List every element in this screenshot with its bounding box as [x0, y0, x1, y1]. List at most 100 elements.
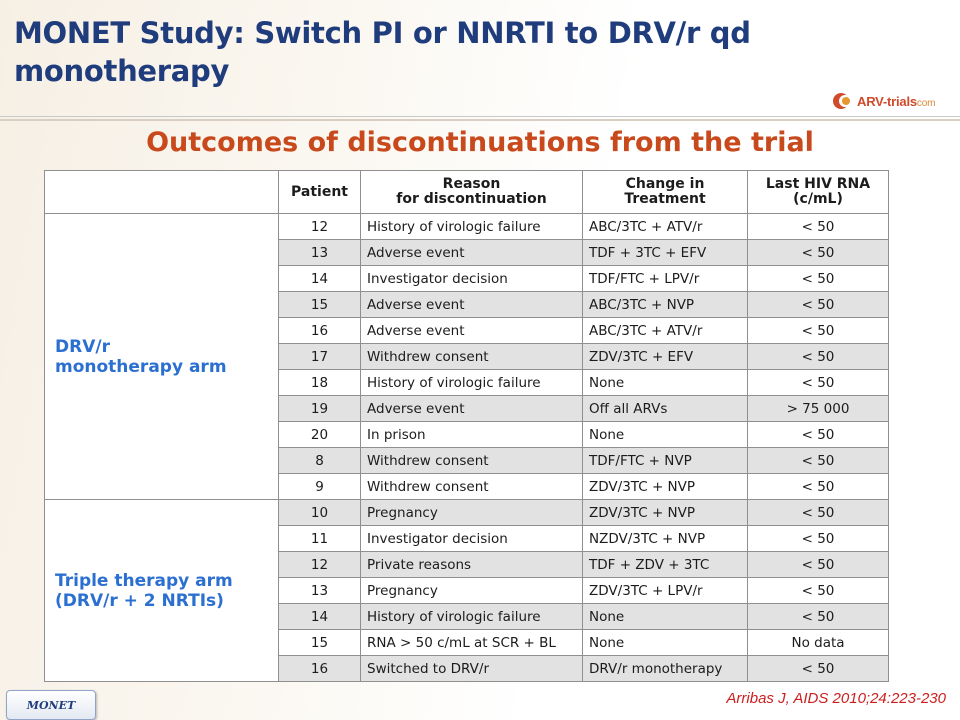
rna-cell: < 50 [747, 473, 889, 500]
change-cell: None [582, 421, 748, 448]
reason-cell: Adverse event [360, 291, 583, 318]
arv-trials-logo: ARV-trialscom [832, 90, 935, 112]
table-row: 15 RNA > 50 c/mL at SCR + BL None No data [45, 629, 889, 656]
discontinuations-table: Patient Reason for discontinuation Change… [44, 170, 889, 682]
reason-cell: History of virologic failure [360, 213, 583, 240]
rna-cell: < 50 [747, 317, 889, 344]
table-row: 13 Adverse event TDF + 3TC + EFV < 50 [45, 239, 889, 266]
header-change: Change in Treatment [582, 170, 748, 214]
table-row: 20 In prison None < 50 [45, 421, 889, 448]
title-divider [0, 116, 960, 117]
citation: Arribas J, AIDS 2010;24:223-230 [726, 690, 946, 707]
rna-cell: < 50 [747, 343, 889, 370]
change-cell: ZDV/3TC + LPV/r [582, 577, 748, 604]
patient-cell: 16 [278, 655, 361, 682]
change-cell: None [582, 629, 748, 656]
reason-cell: Pregnancy [360, 577, 583, 604]
change-cell: TDF/FTC + LPV/r [582, 265, 748, 292]
patient-cell: 12 [278, 551, 361, 578]
table-row: 19 Adverse event Off all ARVs > 75 000 [45, 395, 889, 422]
rna-cell: < 50 [747, 499, 889, 526]
patient-cell: 15 [278, 629, 361, 656]
patient-cell: 8 [278, 447, 361, 474]
patient-cell: 14 [278, 603, 361, 630]
patient-cell: 15 [278, 291, 361, 318]
table-row: 17 Withdrew consent ZDV/3TC + EFV < 50 [45, 343, 889, 370]
table-row: 14 History of virologic failure None < 50 [45, 603, 889, 630]
rna-cell: < 50 [747, 265, 889, 292]
change-cell: TDF/FTC + NVP [582, 447, 748, 474]
patient-cell: 11 [278, 525, 361, 552]
rna-cell: No data [747, 629, 889, 656]
table-row: 11 Investigator decision NZDV/3TC + NVP < 5… [45, 525, 889, 552]
slide-title: MONET Study: Switch PI or NNRTI to DRV/r… [14, 16, 751, 88]
reason-cell: In prison [360, 421, 583, 448]
arm-label: Triple therapy arm (DRV/r + 2 NRTIs) [44, 499, 279, 682]
rna-cell: < 50 [747, 577, 889, 604]
table-row: 12 Private reasons TDF + ZDV + 3TC < 50 [45, 551, 889, 578]
patient-cell: 9 [278, 473, 361, 500]
table-row: 16 Adverse event ABC/3TC + ATV/r < 50 [45, 317, 889, 344]
table-row: 14 Investigator decision TDF/FTC + LPV/r < … [45, 265, 889, 292]
rna-cell: < 50 [747, 447, 889, 474]
title-divider-accent [0, 119, 960, 121]
reason-cell: Withdrew consent [360, 343, 583, 370]
patient-cell: 17 [278, 343, 361, 370]
logo-suffix: com [916, 97, 936, 109]
patient-cell: 14 [278, 265, 361, 292]
reason-cell: Withdrew consent [360, 447, 583, 474]
rna-cell: < 50 [747, 525, 889, 552]
table-row: 18 History of virologic failure None < 50 [45, 369, 889, 396]
change-cell: DRV/r monotherapy [582, 655, 748, 682]
rna-cell: < 50 [747, 603, 889, 630]
reason-cell: Adverse event [360, 239, 583, 266]
change-cell: TDF + ZDV + 3TC [582, 551, 748, 578]
change-cell: None [582, 603, 748, 630]
change-cell: None [582, 369, 748, 396]
reason-cell: RNA > 50 c/mL at SCR + BL [360, 629, 583, 656]
rna-cell: < 50 [747, 213, 889, 240]
reason-cell: History of virologic failure [360, 603, 583, 630]
patient-cell: 13 [278, 239, 361, 266]
table-row: 16 Switched to DRV/r DRV/r monotherapy < 50 [45, 655, 889, 682]
table-body: DRV/r monotherapy arm 12 History of virolog… [44, 213, 889, 682]
change-cell: ABC/3TC + NVP [582, 291, 748, 318]
logo-text: ARV-trials [857, 93, 917, 109]
table-header-row: Patient Reason for discontinuation Change… [44, 170, 889, 214]
reason-cell: Private reasons [360, 551, 583, 578]
monet-tab[interactable]: MONET [6, 690, 96, 720]
patient-cell: 20 [278, 421, 361, 448]
table-row: 15 Adverse event ABC/3TC + NVP < 50 [45, 291, 889, 318]
logo-mark-icon [833, 93, 851, 109]
reason-cell: Adverse event [360, 395, 583, 422]
change-cell: NZDV/3TC + NVP [582, 525, 748, 552]
rna-cell: < 50 [747, 655, 889, 682]
rna-cell: < 50 [747, 239, 889, 266]
header-rna: Last HIV RNA (c/mL) [747, 170, 889, 214]
reason-cell: Adverse event [360, 317, 583, 344]
table-row: Triple therapy arm (DRV/r + 2 NRTIs) 10 Pre… [44, 499, 889, 682]
patient-cell: 18 [278, 369, 361, 396]
arm-label: DRV/r monotherapy arm [44, 213, 279, 500]
table-row: 13 Pregnancy ZDV/3TC + LPV/r < 50 [45, 577, 889, 604]
slide-subtitle: Outcomes of discontinuations from the tr… [146, 127, 814, 158]
patient-cell: 16 [278, 317, 361, 344]
change-cell: Off all ARVs [582, 395, 748, 422]
change-cell: TDF + 3TC + EFV [582, 239, 748, 266]
rna-cell: < 50 [747, 551, 889, 578]
rna-cell: > 75 000 [747, 395, 889, 422]
change-cell: ZDV/3TC + NVP [582, 499, 748, 526]
reason-cell: Pregnancy [360, 499, 583, 526]
change-cell: ZDV/3TC + EFV [582, 343, 748, 370]
reason-cell: Investigator decision [360, 265, 583, 292]
reason-cell: Withdrew consent [360, 473, 583, 500]
patient-cell: 12 [278, 213, 361, 240]
change-cell: ABC/3TC + ATV/r [582, 317, 748, 344]
change-cell: ABC/3TC + ATV/r [582, 213, 748, 240]
patient-cell: 19 [278, 395, 361, 422]
header-reason: Reason for discontinuation [360, 170, 583, 214]
rna-cell: < 50 [747, 369, 889, 396]
table-row: 8 Withdrew consent TDF/FTC + NVP < 50 [45, 447, 889, 474]
patient-cell: 10 [278, 499, 361, 526]
header-arm [44, 170, 279, 214]
